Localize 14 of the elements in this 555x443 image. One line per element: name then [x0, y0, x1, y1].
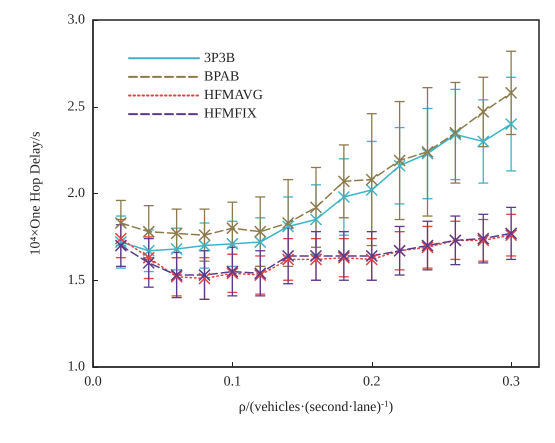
y-axis-title: 10⁴×One Hop Delay/s [28, 132, 44, 256]
y-tick-label: 2.5 [68, 99, 85, 114]
y-tick-label: 1.0 [68, 360, 85, 374]
x-tick-label: 0.2 [363, 374, 380, 390]
legend-label: HFMAVG [204, 88, 263, 103]
legend-label: BPAB [204, 69, 240, 84]
x-tick-label: 0.3 [502, 374, 520, 390]
y-tick-label: 3.0 [68, 12, 85, 28]
x-tick-label: 0.1 [224, 374, 242, 390]
y-tick-label: 1.5 [68, 272, 85, 288]
x-tick-label: 0.0 [84, 374, 102, 390]
legend-label: 3P3B [204, 50, 236, 66]
y-tick-label: 2.0 [68, 186, 85, 201]
legend-label: HFMFIX [204, 106, 257, 122]
